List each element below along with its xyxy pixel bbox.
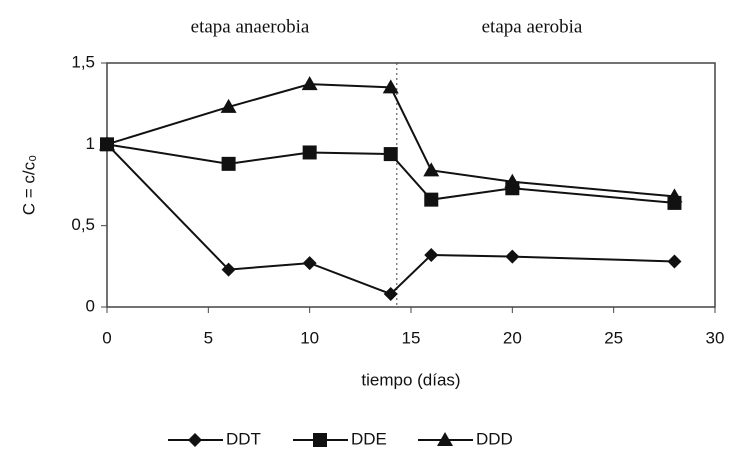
y-tick-label: 1,5 bbox=[71, 52, 95, 71]
plot-area bbox=[106, 62, 716, 308]
x-tick-label: 30 bbox=[706, 328, 725, 347]
marker bbox=[221, 156, 236, 171]
marker bbox=[666, 188, 683, 203]
y-tick-label: 1 bbox=[86, 134, 95, 153]
series-line bbox=[106, 83, 675, 198]
legend-label: DDT bbox=[226, 429, 261, 448]
marker bbox=[667, 254, 682, 269]
marker bbox=[382, 79, 399, 94]
marker bbox=[302, 256, 317, 271]
marker bbox=[424, 192, 439, 207]
marker bbox=[423, 162, 440, 177]
marker bbox=[383, 286, 398, 301]
marker bbox=[220, 98, 237, 113]
marker bbox=[221, 262, 236, 277]
marker bbox=[313, 433, 327, 447]
annotation: etapa aerobia bbox=[482, 16, 583, 37]
annotation: etapa anaerobia bbox=[191, 16, 310, 37]
marker bbox=[504, 173, 521, 188]
x-tick-label: 20 bbox=[503, 328, 522, 347]
x-tick-label: 15 bbox=[402, 328, 421, 347]
marker bbox=[301, 76, 318, 91]
series-line bbox=[106, 143, 675, 296]
marker bbox=[383, 147, 398, 162]
legend-label: DDD bbox=[476, 429, 513, 448]
marker bbox=[424, 247, 439, 262]
marker bbox=[437, 432, 453, 446]
x-tick-label: 10 bbox=[300, 328, 319, 347]
marker bbox=[99, 136, 115, 151]
marker bbox=[505, 249, 520, 264]
marker bbox=[302, 145, 317, 160]
x-tick-label: 0 bbox=[102, 328, 111, 347]
y-tick-label: 0,5 bbox=[71, 215, 95, 234]
legend-label: DDE bbox=[351, 429, 387, 448]
x-tick-label: 5 bbox=[204, 328, 213, 347]
x-tick-label: 25 bbox=[604, 328, 623, 347]
marker bbox=[188, 433, 202, 447]
x-axis-label: tiempo (días) bbox=[361, 370, 460, 389]
y-tick-label: 0 bbox=[86, 296, 95, 315]
y-axis-label: C = c/c₀ bbox=[19, 155, 38, 215]
